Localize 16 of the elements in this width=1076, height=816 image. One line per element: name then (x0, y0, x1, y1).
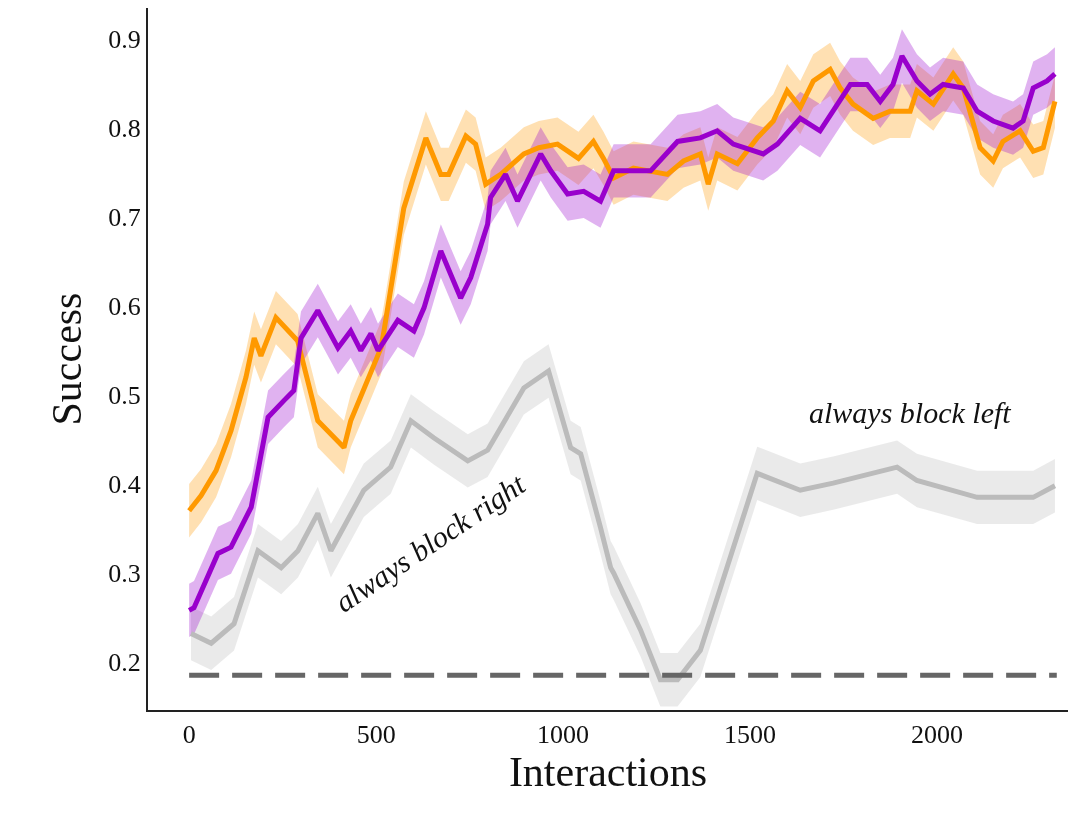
y-tick-label: 0.6 (108, 292, 141, 322)
x-tick-label: 0 (182, 720, 196, 750)
y-tick-label: 0.9 (108, 25, 141, 55)
x-tick-label: 500 (356, 720, 396, 750)
y-tick-label: 0.8 (108, 114, 141, 144)
y-tick-label: 0.7 (108, 203, 141, 233)
x-tick-label: 1000 (537, 720, 590, 750)
y-tick-label: 0.3 (108, 559, 141, 589)
y-tick-label: 0.2 (108, 648, 141, 678)
y-tick-label: 0.5 (108, 381, 141, 411)
y-tick-label: 0.4 (108, 470, 141, 500)
x-tick-label: 2000 (911, 720, 964, 750)
x-tick-label: 1500 (724, 720, 777, 750)
annotation: always block left (809, 396, 1012, 429)
x-axis-title: Interactions (508, 749, 708, 796)
y-axis-title: Success (43, 292, 90, 426)
